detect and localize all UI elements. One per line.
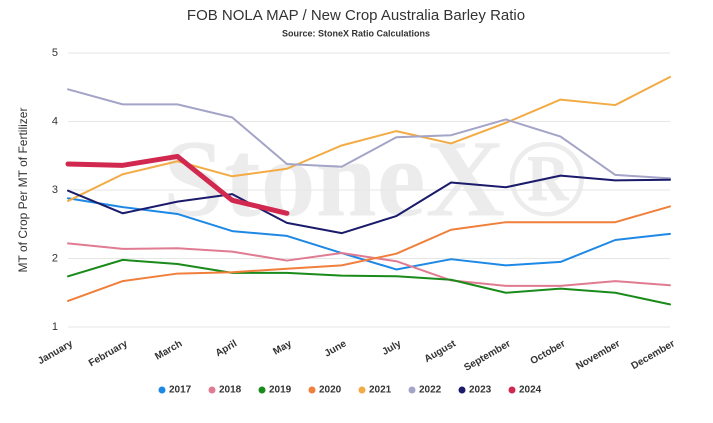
y-tick-label: 3 (52, 184, 58, 196)
x-tick-label: April (214, 338, 239, 359)
legend-label: 2020 (319, 385, 342, 396)
y-tick-label: 1 (52, 321, 58, 333)
legend-marker (408, 386, 416, 394)
legend-label: 2018 (219, 385, 242, 396)
x-tick-label: September (462, 338, 512, 373)
x-tick-label: August (423, 338, 459, 365)
chart-title: FOB NOLA MAP / New Crop Australia Barley… (187, 7, 525, 24)
x-tick-label: January (36, 338, 75, 367)
line-series (67, 242, 671, 287)
legend-marker (308, 386, 316, 394)
line-series (67, 205, 671, 302)
legend-label: 2017 (169, 385, 192, 396)
legend-marker (358, 386, 366, 394)
line-series (67, 258, 671, 306)
legend-marker (508, 386, 516, 394)
y-tick-label: 4 (52, 115, 58, 127)
legend-marker (258, 386, 266, 394)
x-tick-label: December (629, 338, 676, 372)
legend-label: 2019 (269, 385, 292, 396)
legend-marker (158, 386, 166, 394)
legend-marker (458, 386, 466, 394)
legend-label: 2024 (519, 385, 542, 396)
x-tick-label: July (380, 338, 403, 358)
line-series (67, 88, 671, 180)
x-tick-label: March (153, 338, 184, 362)
line-series (67, 174, 671, 235)
y-axis-title: MT of Crop Per MT of Fertilizer (16, 108, 30, 273)
x-tick-label: October (529, 338, 568, 367)
legend-marker (208, 386, 216, 394)
legend-label: 2022 (419, 385, 442, 396)
y-tick-label: 2 (52, 252, 58, 264)
chart-subtitle: Source: StoneX Ratio Calculations (282, 28, 430, 38)
legend-label: 2023 (469, 385, 492, 396)
x-tick-label: February (87, 338, 130, 369)
line-series (65, 153, 290, 216)
legend-label: 2021 (369, 385, 392, 396)
line-series (67, 197, 671, 271)
y-tick-label: 5 (52, 47, 58, 59)
x-tick-label: June (323, 338, 349, 359)
line-series (67, 75, 671, 202)
x-tick-label: May (271, 338, 294, 357)
x-tick-label: November (574, 338, 622, 372)
watermark: StoneX® (163, 117, 587, 239)
